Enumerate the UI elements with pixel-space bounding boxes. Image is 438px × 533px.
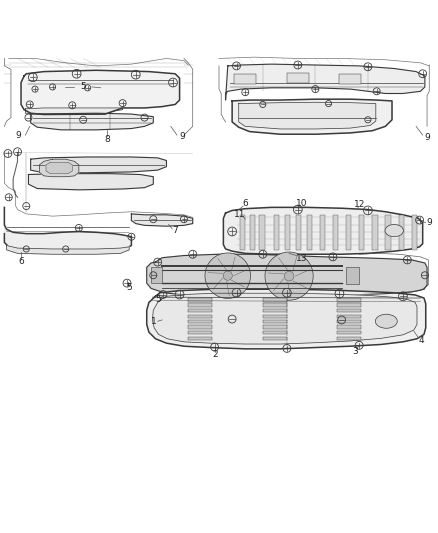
- Bar: [339, 74, 361, 84]
- Bar: [296, 215, 301, 250]
- Bar: [337, 331, 361, 334]
- Bar: [337, 314, 361, 318]
- Polygon shape: [147, 289, 426, 349]
- Bar: [263, 331, 287, 334]
- Polygon shape: [39, 159, 79, 177]
- Text: 10: 10: [296, 199, 307, 208]
- Bar: [188, 336, 212, 340]
- Polygon shape: [46, 162, 72, 174]
- Text: 6: 6: [242, 199, 248, 208]
- Bar: [372, 215, 378, 250]
- Text: 6: 6: [18, 257, 24, 266]
- Polygon shape: [25, 108, 123, 114]
- Bar: [307, 215, 312, 250]
- Ellipse shape: [385, 224, 403, 237]
- Bar: [259, 215, 265, 250]
- Polygon shape: [226, 64, 425, 100]
- Bar: [263, 325, 287, 329]
- Text: 9: 9: [424, 133, 430, 142]
- Bar: [337, 320, 361, 324]
- Polygon shape: [31, 113, 153, 130]
- Polygon shape: [131, 214, 193, 226]
- Bar: [337, 336, 361, 340]
- Bar: [188, 309, 212, 312]
- Circle shape: [284, 271, 294, 281]
- Bar: [412, 215, 417, 250]
- Text: 8: 8: [104, 135, 110, 144]
- Bar: [263, 309, 287, 312]
- Bar: [337, 298, 361, 302]
- Bar: [263, 336, 287, 340]
- Polygon shape: [28, 174, 153, 190]
- Polygon shape: [4, 207, 131, 252]
- Bar: [188, 298, 212, 302]
- Bar: [188, 303, 212, 307]
- Bar: [337, 303, 361, 307]
- Bar: [337, 325, 361, 329]
- Bar: [250, 215, 255, 250]
- Text: 13: 13: [296, 254, 307, 263]
- Polygon shape: [147, 254, 427, 297]
- Polygon shape: [223, 207, 423, 254]
- Bar: [151, 266, 162, 283]
- Text: 2: 2: [213, 351, 218, 359]
- Circle shape: [205, 253, 251, 298]
- Text: 7: 7: [172, 226, 178, 235]
- Ellipse shape: [375, 314, 397, 328]
- Bar: [240, 215, 245, 250]
- Bar: [399, 215, 404, 250]
- Text: 5: 5: [80, 83, 86, 92]
- Circle shape: [223, 271, 232, 280]
- Text: 9: 9: [179, 132, 185, 141]
- Bar: [274, 215, 279, 250]
- Text: 5: 5: [126, 283, 132, 292]
- Bar: [188, 314, 212, 318]
- Text: 9: 9: [426, 218, 432, 227]
- Bar: [234, 74, 256, 84]
- Polygon shape: [21, 70, 180, 115]
- Bar: [263, 314, 287, 318]
- Bar: [346, 215, 351, 250]
- Polygon shape: [7, 246, 129, 254]
- Text: 5: 5: [155, 295, 161, 304]
- Bar: [385, 215, 391, 250]
- Bar: [359, 215, 364, 250]
- Bar: [337, 309, 361, 312]
- Bar: [333, 215, 338, 250]
- Bar: [188, 320, 212, 324]
- Text: 12: 12: [353, 200, 365, 209]
- Text: 9: 9: [15, 131, 21, 140]
- Text: 3: 3: [352, 348, 358, 357]
- Text: 4: 4: [419, 336, 424, 345]
- Bar: [320, 215, 325, 250]
- Bar: [263, 303, 287, 307]
- Bar: [285, 215, 290, 250]
- Polygon shape: [232, 99, 392, 134]
- Polygon shape: [152, 293, 417, 344]
- Text: 1: 1: [151, 317, 157, 326]
- Bar: [346, 266, 359, 284]
- Text: 11: 11: [234, 211, 246, 219]
- Polygon shape: [239, 102, 376, 129]
- Bar: [263, 320, 287, 324]
- Bar: [188, 325, 212, 329]
- Bar: [263, 298, 287, 302]
- Polygon shape: [31, 157, 166, 173]
- Bar: [287, 73, 309, 84]
- Circle shape: [265, 252, 313, 300]
- Bar: [188, 331, 212, 334]
